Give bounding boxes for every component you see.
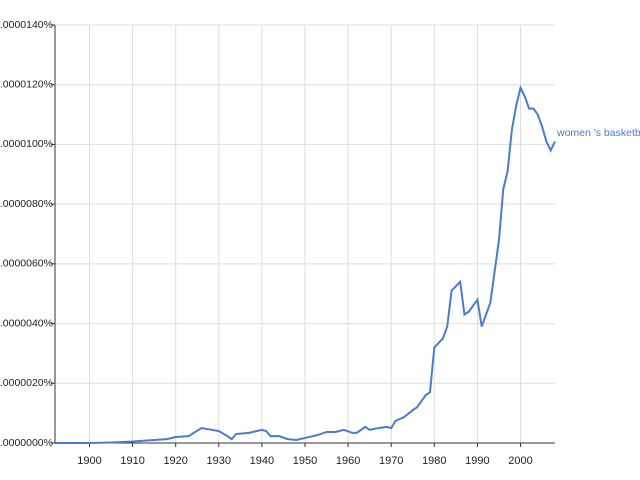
data-line — [55, 84, 556, 444]
y-tick-label: 0.0000140% — [0, 19, 53, 31]
x-tick-label: 1900 — [77, 455, 101, 467]
x-tick-label: 1930 — [207, 455, 231, 467]
series-label: women 's basketball — [556, 127, 640, 139]
y-tick-label: 0.0000080% — [0, 198, 53, 210]
y-tick-label: 0.0000040% — [0, 317, 53, 329]
x-tick-label: 1920 — [163, 455, 187, 467]
y-tick-label: 0.0000120% — [0, 78, 53, 90]
x-tick-label: 1980 — [422, 455, 446, 467]
x-tick-label: 1940 — [250, 455, 274, 467]
x-tick-label: 1960 — [336, 455, 360, 467]
y-tick-label: 0.0000000% — [0, 437, 53, 449]
x-tick-label: 2000 — [508, 455, 532, 467]
y-tick-label: 0.0000100% — [0, 138, 53, 150]
y-tick-label: 0.0000060% — [0, 258, 53, 270]
x-tick-label: 1970 — [379, 455, 403, 467]
x-tick-label: 1990 — [465, 455, 489, 467]
x-tick-label: 1950 — [293, 455, 317, 467]
x-tick-label: 1910 — [120, 455, 144, 467]
y-tick-label: 0.0000020% — [0, 377, 53, 389]
